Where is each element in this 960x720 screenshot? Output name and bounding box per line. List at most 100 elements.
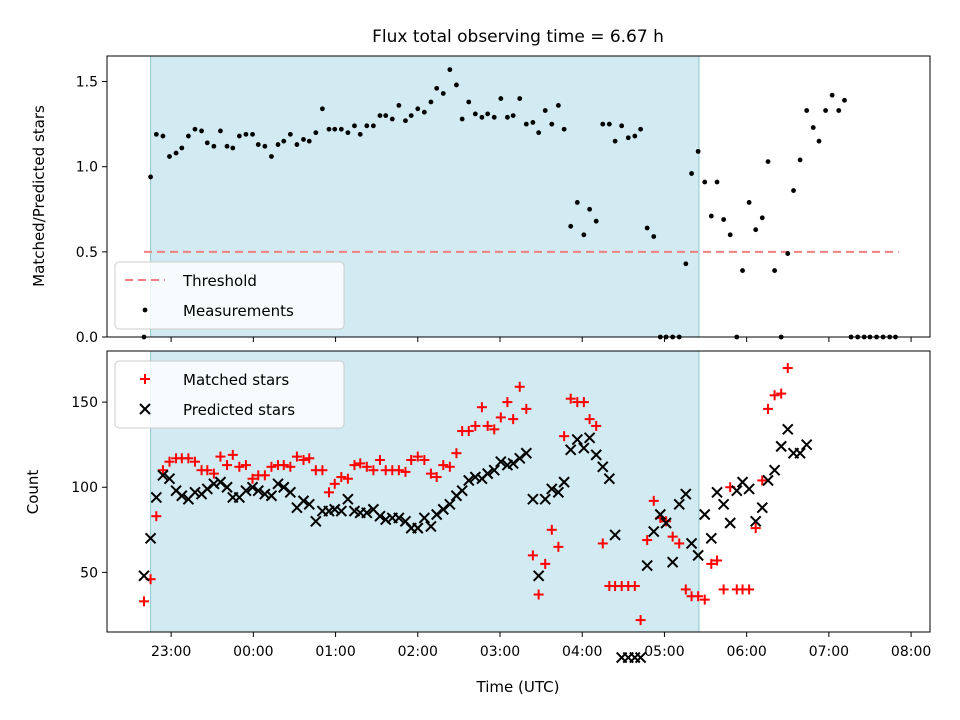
predicted-star-stroke (514, 452, 526, 464)
predicted-star-marker (252, 484, 264, 497)
bottom-y-tick-label: 50 (80, 565, 98, 581)
predicted-star-stroke (418, 512, 431, 524)
predicted-star-stroke (284, 486, 297, 499)
predicted-star-stroke (565, 444, 577, 456)
matched-star-marker (578, 397, 589, 408)
measurement-point (804, 108, 810, 113)
predicted-star-stroke (214, 476, 227, 488)
matched-star-marker (425, 468, 436, 479)
matched-star-marker (680, 584, 691, 595)
matched-star-marker (227, 449, 238, 460)
predicted-star-marker (221, 481, 233, 493)
predicted-star-stroke (590, 449, 602, 461)
predicted-star-marker (514, 452, 526, 464)
predicted-star-marker (666, 556, 679, 568)
predicted-star-marker (425, 520, 437, 533)
matched-star-marker (693, 591, 704, 602)
matched-star-marker (323, 487, 334, 498)
predicted-star-stroke (724, 517, 736, 529)
predicted-star-stroke (163, 473, 176, 485)
matched-star-marker (629, 581, 640, 592)
predicted-star-marker (775, 440, 787, 453)
measurement-point (568, 223, 574, 229)
matched-star-marker (419, 454, 430, 465)
predicted-star-marker (532, 570, 545, 582)
predicted-star-marker (603, 473, 616, 485)
matched-star-marker (495, 412, 506, 423)
measurement-point (791, 188, 796, 193)
predicted-star-marker (342, 493, 354, 505)
measurement-point (797, 157, 803, 163)
predicted-star-stroke (705, 532, 718, 545)
measurement-point (243, 131, 249, 137)
measurement-point (306, 138, 312, 144)
measurement-point (466, 99, 472, 105)
predicted-star-marker (558, 476, 570, 488)
predicted-star-stroke (189, 486, 201, 499)
x-tick-label: 05:00 (644, 644, 684, 660)
matched-star-marker (298, 454, 309, 465)
predicted-star-stroke (348, 505, 361, 517)
predicted-star-stroke (756, 501, 768, 514)
x-tick-label: 02:00 (398, 644, 438, 660)
matched-star-marker (482, 420, 493, 431)
x-axis-label: Time (UTC) (476, 678, 560, 696)
predicted-star-stroke (743, 483, 755, 495)
predicted-star-marker (705, 532, 718, 545)
predicted-star-stroke (456, 484, 468, 497)
matched-star-marker (202, 465, 213, 476)
predicted-star-stroke (259, 488, 271, 500)
predicted-star-stroke (463, 474, 475, 487)
predicted-star-marker (654, 508, 667, 521)
matched-star-marker (769, 390, 780, 401)
top-y-tick-label: 1.0 (76, 160, 98, 176)
predicted-star-marker (749, 515, 762, 528)
predicted-star-marker (597, 461, 609, 473)
measurement-point (542, 108, 548, 113)
predicted-star-marker (583, 432, 596, 444)
matched-star-marker (776, 388, 787, 399)
predicted-star-stroke (361, 507, 373, 519)
measurement-point (689, 171, 694, 176)
measurement-point (472, 111, 478, 117)
measurement-point (281, 138, 287, 144)
predicted-star-stroke (731, 484, 743, 497)
matched-star-marker (514, 381, 525, 392)
matched-star-marker (151, 511, 162, 522)
matched-star-marker (355, 458, 366, 469)
matched-star-marker (247, 473, 258, 484)
predicted-star-marker (284, 486, 297, 499)
measurement-point (842, 97, 847, 103)
measurement-point (269, 154, 274, 159)
measurement-point (708, 213, 714, 219)
measurement-point (313, 130, 319, 136)
predicted-star-stroke (583, 432, 596, 444)
predicted-star-marker (456, 484, 468, 497)
measurement-point (434, 85, 440, 91)
measurement-point (530, 120, 536, 125)
predicted-star-stroke (654, 508, 667, 521)
measurement-point (561, 126, 567, 132)
predicted-star-stroke (495, 455, 507, 468)
measurement-point (651, 234, 657, 239)
measurement-point (625, 135, 631, 141)
matched-star-marker (597, 538, 608, 549)
matched-star-marker (667, 531, 678, 542)
predicted-star-stroke (437, 503, 449, 516)
predicted-star-stroke (265, 490, 278, 502)
predicted-star-stroke (532, 570, 545, 582)
legend-label: Predicted stars (183, 401, 295, 419)
predicted-star-stroke (660, 517, 672, 529)
legend-label: Matched stars (183, 371, 289, 389)
predicted-star-stroke (252, 484, 264, 497)
matched-star-marker (183, 453, 194, 464)
matched-star-marker (559, 431, 570, 442)
predicted-star-stroke (749, 515, 762, 528)
predicted-star-stroke (481, 467, 494, 480)
predicted-star-marker (144, 532, 157, 545)
measurement-point (357, 131, 363, 137)
predicted-star-marker (565, 444, 577, 456)
predicted-star-stroke (641, 559, 653, 572)
predicted-star-stroke (170, 484, 182, 497)
predicted-star-marker (546, 483, 558, 495)
